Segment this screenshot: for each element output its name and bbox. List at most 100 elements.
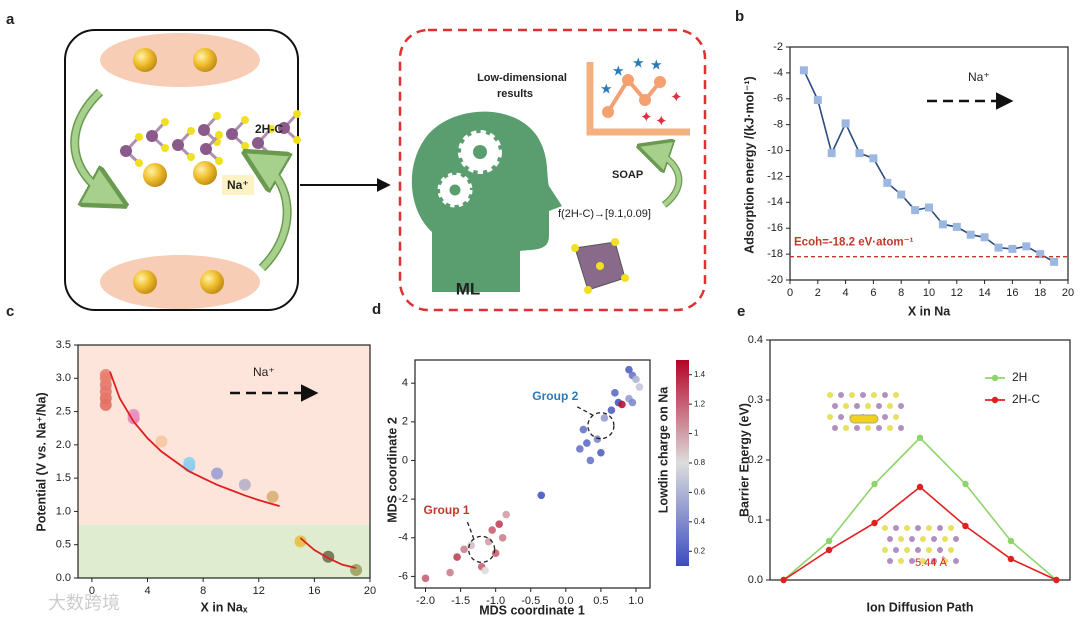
y-tick-label: -6 [398, 570, 408, 582]
y-tick-label: 0.5 [56, 539, 71, 551]
inset-atom [904, 547, 910, 553]
crystal-icon [596, 262, 604, 270]
point [628, 398, 637, 407]
inset-atom [920, 558, 926, 564]
colorbar-tick-label: 0.4 [694, 517, 706, 526]
na-atom [193, 161, 217, 185]
gear [449, 184, 461, 196]
inset-atom [893, 547, 899, 553]
x-tick-label: 8 [898, 287, 904, 299]
head-icon [411, 111, 562, 292]
chart: -2 -4 -6 -8 -10 -12 -14 -16 -18 -20 0 2 4 6 8 10 12 14 16 1… [742, 41, 1074, 318]
group-label: Group 2 [532, 389, 578, 403]
ion-label: Na⁺ [253, 365, 275, 379]
point [597, 448, 605, 457]
atom [293, 110, 301, 118]
legend-swatch [991, 374, 999, 382]
y-tick-label: 0.0 [748, 574, 763, 586]
ml-label: ML [456, 279, 481, 298]
panel-label: b [735, 8, 744, 25]
inset-atom [849, 392, 855, 398]
y-axis-label: Adsorption energy /(kJ·mol⁻¹) [742, 76, 756, 253]
inset-atom [871, 392, 877, 398]
inset-atom [832, 425, 838, 431]
inset-atom [920, 536, 926, 542]
point [350, 564, 363, 577]
atom [187, 127, 195, 135]
inset-atom [898, 403, 904, 409]
legend-swatch [991, 396, 999, 404]
inset-atom [931, 558, 937, 564]
mapping-label: f(2H-C)→[9.1,0.09] [558, 208, 651, 220]
point [502, 510, 510, 519]
x-tick-label: 0 [89, 585, 95, 597]
marker [869, 154, 878, 163]
marker [799, 66, 808, 75]
y-tick-label: 0.4 [748, 334, 763, 346]
inset-atom [887, 558, 893, 564]
x-axis-label: X in Naₓ [201, 600, 248, 614]
diagram: 2H-C Na⁺ ML Low-dimensional results ★ ★ … [64, 28, 707, 312]
marker [841, 119, 850, 128]
atom [161, 118, 169, 126]
chart: 0.0 0.1 0.2 0.3 0.4 Ion Diffusion Path Barrier… [737, 334, 1071, 614]
charts: -2-4-6-8-10-12-14-16-18-200 2 4 6 8 10 12 14 16 1… [34, 41, 1074, 617]
x-tick-label: 12 [951, 287, 963, 299]
marker [897, 190, 906, 199]
inset-atom [887, 425, 893, 431]
point [611, 389, 619, 397]
point [635, 383, 644, 391]
cycle-arrow [71, 89, 114, 201]
chart-icon: ★ [632, 55, 645, 71]
inset-atom [882, 392, 888, 398]
x-tick-label: 0.5 [593, 595, 608, 607]
marker [994, 243, 1003, 252]
y-tick-label: -8 [773, 119, 783, 131]
group-leader [574, 405, 594, 416]
atom [172, 139, 184, 151]
marker [1050, 257, 1059, 266]
panel-label: a [6, 11, 15, 28]
crystal-icon [571, 244, 579, 252]
panel-label: d [372, 301, 381, 318]
inset-atom [898, 425, 904, 431]
y-tick-label: -12 [767, 170, 783, 182]
atom [161, 144, 169, 152]
marker [871, 519, 878, 527]
chart-icon [654, 76, 666, 88]
crystal-icon [611, 238, 619, 246]
inset-atom [893, 392, 899, 398]
inset-label: 5.44 Å [915, 556, 947, 569]
point [498, 533, 507, 542]
atom [293, 136, 301, 144]
x-tick-label: 16 [308, 585, 320, 597]
inset-atom [909, 558, 915, 564]
cycle-arrow [256, 157, 290, 271]
crystal-icon [584, 286, 592, 294]
inset-atom [876, 403, 882, 409]
point [618, 400, 626, 409]
point [453, 553, 461, 561]
point [481, 566, 489, 575]
y-tick-label: 1.0 [56, 505, 71, 517]
marker [966, 230, 975, 239]
point [421, 574, 430, 583]
inset-atom [915, 547, 921, 553]
plot-frame [414, 359, 651, 589]
y-tick-label: -16 [767, 222, 783, 234]
marker [962, 480, 969, 488]
point [211, 467, 224, 480]
inset-atom [942, 558, 948, 564]
point [593, 435, 602, 444]
group-outline [587, 412, 615, 440]
x-tick-label: 6 [870, 287, 876, 299]
inset-atom [909, 536, 915, 542]
inset-atom [827, 414, 833, 420]
point [446, 568, 454, 577]
fit-curve [299, 537, 357, 569]
ion-label: Na⁺ [968, 70, 990, 84]
chart-icon: ✦ [655, 113, 668, 130]
inset-atom [948, 547, 954, 553]
y-tick-label: 3.0 [56, 372, 71, 384]
inset-atom [876, 425, 882, 431]
